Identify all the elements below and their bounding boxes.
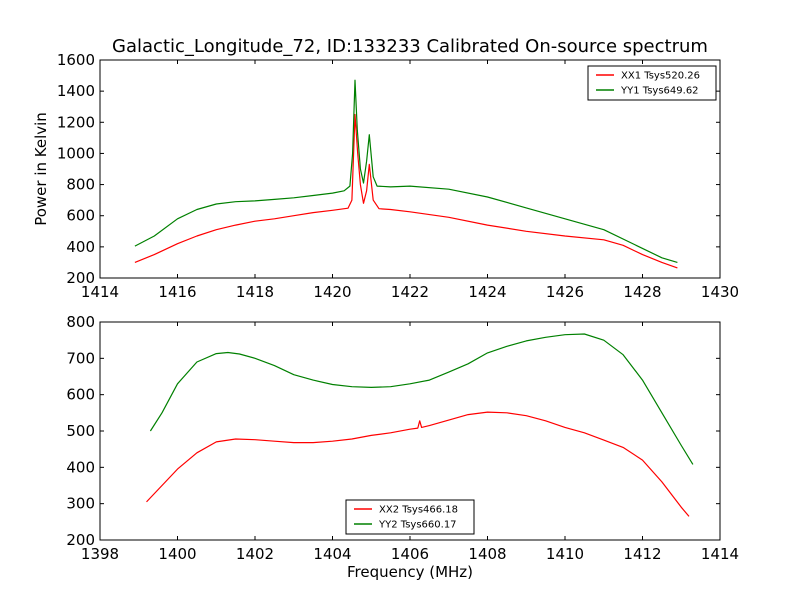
y-tick-label: 1400 — [57, 82, 95, 100]
x-tick-label: 1428 — [623, 283, 661, 301]
x-tick-label: 1424 — [468, 283, 506, 301]
y-tick-label: 600 — [66, 207, 95, 225]
x-tick-label: 1400 — [158, 545, 196, 563]
y-tick-label: 200 — [66, 531, 95, 549]
legend: XX1 Tsys520.26 YY1 Tsys649.62 — [587, 65, 717, 101]
y-tick-label: 1600 — [57, 51, 95, 69]
legend-label: YY1 Tsys649.62 — [620, 86, 699, 97]
y-tick-label: 400 — [66, 238, 95, 256]
legend-label: YY2 Tsys660.17 — [378, 520, 457, 531]
legend: XX2 Tsys466.18 YY2 Tsys660.17 — [345, 499, 475, 535]
series-line-2 — [134, 79, 678, 263]
legend-label: XX2 Tsys466.18 — [379, 505, 458, 516]
series-line-1 — [134, 113, 678, 269]
x-tick-label: 1414 — [81, 283, 119, 301]
y-tick-label: 600 — [66, 386, 95, 404]
x-axis-label: Frequency (MHz) — [347, 563, 473, 581]
y-tick-label: 1000 — [57, 144, 95, 162]
series-line-1 — [146, 411, 690, 517]
bottom-chart: 1398 1400 1402 1404 1406 1408 1410 1412 1414 200 3… — [66, 313, 739, 581]
legend-box — [587, 65, 717, 101]
x-tick-label: 1398 — [81, 545, 119, 563]
x-tick-label: 1420 — [313, 283, 351, 301]
chart-title: Galactic_Longitude_72, ID:133233 Calibra… — [112, 36, 708, 57]
x-tick-label: 1410 — [546, 545, 584, 563]
x-tick-label: 1430 — [701, 283, 739, 301]
y-tick-label: 400 — [66, 458, 95, 476]
x-tick-label: 1402 — [236, 545, 274, 563]
top-chart: 1414 1416 1418 1420 1422 1424 1426 1428 1430 200 4… — [32, 36, 739, 301]
x-tick-label: 1406 — [391, 545, 429, 563]
y-axis-label: Power in Kelvin — [32, 112, 50, 226]
x-tick-label: 1412 — [623, 545, 661, 563]
x-tick-label: 1416 — [158, 283, 196, 301]
series-line-2 — [149, 333, 694, 465]
x-tick-label: 1408 — [468, 545, 506, 563]
y-tick-label: 800 — [66, 313, 95, 331]
y-tick-label: 700 — [66, 349, 95, 367]
y-tick-label: 300 — [66, 495, 95, 513]
y-tick-label: 800 — [66, 176, 95, 194]
x-tick-label: 1418 — [236, 283, 274, 301]
x-tick-label: 1404 — [313, 545, 351, 563]
x-tick-label: 1414 — [701, 545, 739, 563]
legend-box — [345, 499, 475, 535]
x-tick-label: 1426 — [546, 283, 584, 301]
y-tick-label: 500 — [66, 422, 95, 440]
y-tick-label: 1200 — [57, 113, 95, 131]
y-tick-label: 200 — [66, 269, 95, 287]
x-tick-label: 1422 — [391, 283, 429, 301]
legend-label: XX1 Tsys520.26 — [621, 71, 700, 82]
